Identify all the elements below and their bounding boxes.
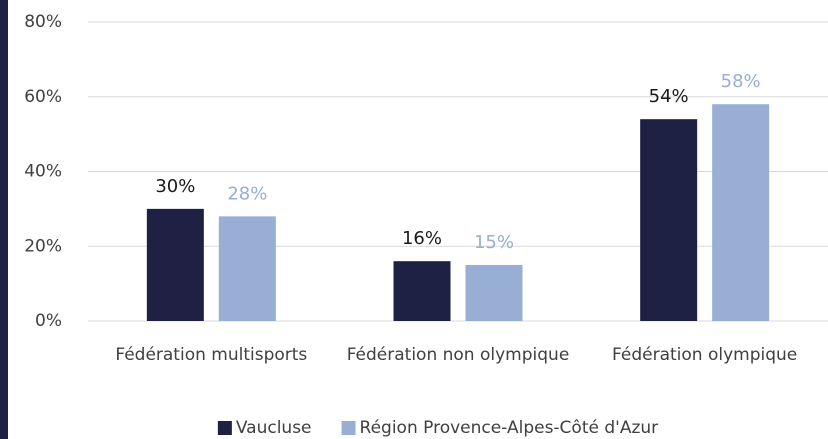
legend-label: Région Provence-Alpes-Côté d'Azur: [360, 418, 659, 438]
data-label: 54%: [649, 86, 689, 107]
data-label: 15%: [474, 232, 514, 253]
x-tick-label: Fédération olympique: [612, 345, 797, 365]
y-tick-label: 0%: [35, 311, 62, 331]
y-tick-label: 80%: [24, 12, 62, 32]
bar: [465, 264, 523, 321]
legend-label: Vaucluse: [236, 418, 312, 438]
x-tick-label: Fédération non olympique: [347, 345, 570, 365]
y-tick-label: 20%: [24, 236, 62, 256]
bar: [712, 104, 770, 321]
y-tick-label: 60%: [24, 87, 62, 107]
data-label: 58%: [721, 71, 761, 92]
legend-swatch: [341, 421, 356, 435]
data-label: 16%: [402, 228, 442, 249]
data-label: 30%: [155, 176, 195, 197]
bar: [218, 216, 276, 321]
bar: [640, 119, 698, 321]
y-tick-label: 40%: [24, 162, 62, 182]
side-strip: [0, 0, 8, 439]
bar: [393, 261, 451, 321]
x-tick-label: Fédération multisports: [115, 345, 307, 365]
legend-swatch: [217, 421, 232, 435]
bar: [146, 208, 204, 321]
data-label: 28%: [227, 183, 267, 204]
